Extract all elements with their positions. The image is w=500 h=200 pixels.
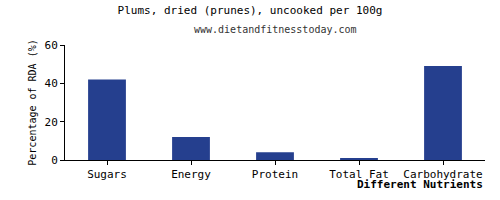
svg-text:Plums, dried (prunes), uncooke: Plums, dried (prunes), uncooked per 100g bbox=[118, 4, 383, 17]
svg-text:60: 60 bbox=[45, 39, 58, 52]
svg-text:Total Fat: Total Fat bbox=[329, 168, 389, 181]
svg-text:Different Nutrients: Different Nutrients bbox=[357, 178, 483, 191]
svg-text:0: 0 bbox=[51, 154, 58, 167]
svg-text:40: 40 bbox=[45, 77, 58, 90]
svg-text:20: 20 bbox=[45, 116, 58, 129]
svg-text:Energy: Energy bbox=[171, 168, 211, 181]
svg-text:Carbohydrate: Carbohydrate bbox=[403, 168, 482, 181]
svg-text:Sugars: Sugars bbox=[87, 168, 127, 181]
svg-text:Percentage of RDA (%): Percentage of RDA (%) bbox=[27, 39, 38, 165]
svg-text:Protein: Protein bbox=[252, 168, 298, 181]
svg-text:www.dietandfitnesstoday.com: www.dietandfitnesstoday.com bbox=[194, 24, 357, 35]
